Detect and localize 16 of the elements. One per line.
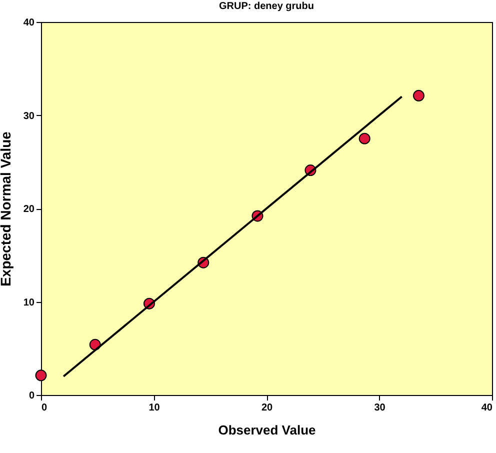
y-tick-label: 30 xyxy=(23,110,35,122)
chart-title: GRUP: deney grubu xyxy=(218,1,314,12)
y-tick-label: 10 xyxy=(23,297,35,308)
x-tick-label: 30 xyxy=(374,402,386,414)
x-tick-label: 0 xyxy=(42,402,48,414)
y-tick-label: 0 xyxy=(28,390,35,402)
y-axis-title: Expected Normal Value xyxy=(0,131,14,286)
point xyxy=(35,370,47,382)
x-tick-label: 10 xyxy=(148,402,160,414)
y-tick-label: 40 xyxy=(23,18,35,28)
y-tick-label: 20 xyxy=(23,204,35,215)
point xyxy=(412,90,424,102)
point xyxy=(358,132,370,144)
x-axis-title: Observed Value xyxy=(218,422,316,438)
x-tick-label: 40 xyxy=(481,402,493,414)
x-tick-label: 20 xyxy=(261,402,273,414)
